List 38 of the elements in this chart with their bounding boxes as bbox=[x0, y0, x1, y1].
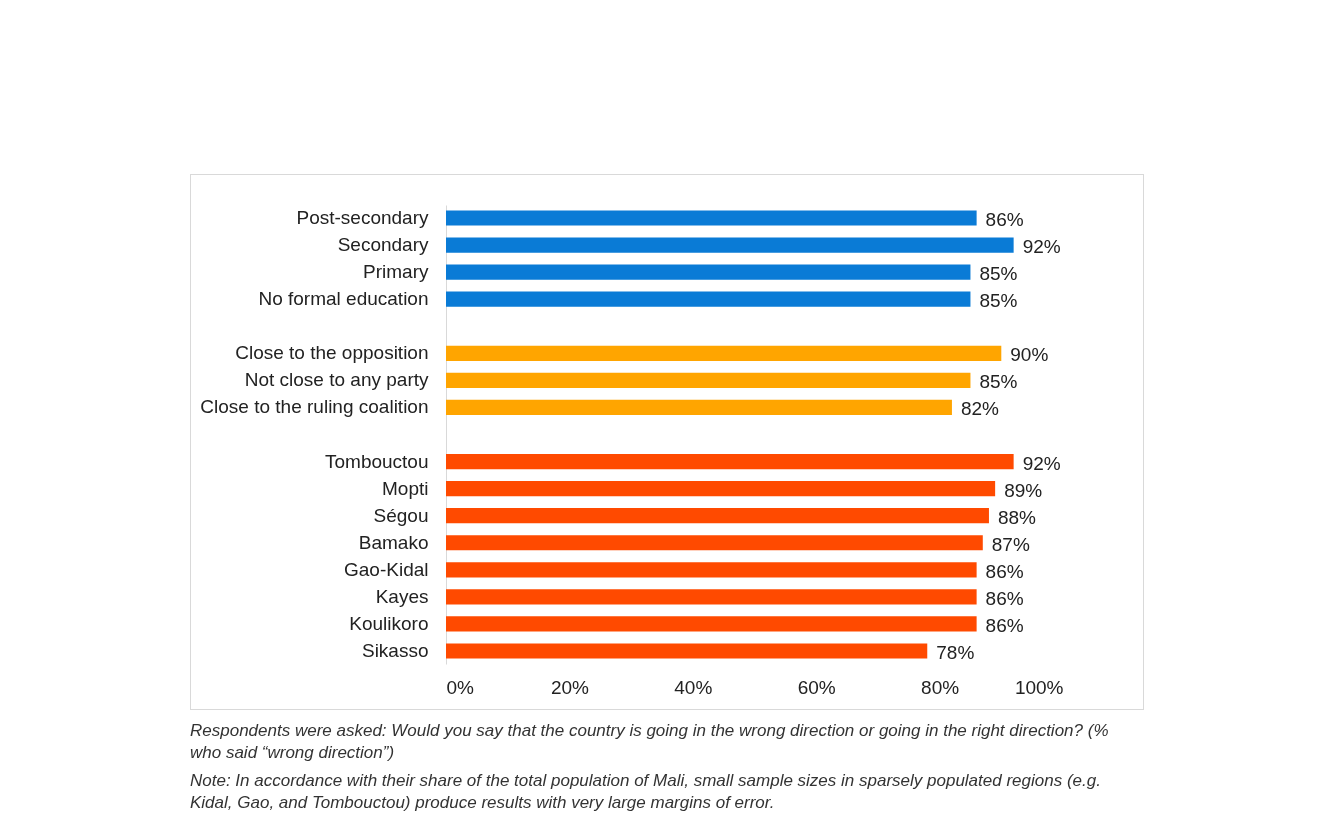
x-tick-label: 100% bbox=[1014, 676, 1064, 698]
data-label: 85% bbox=[979, 290, 1018, 312]
y-tick-label: No formal education bbox=[258, 288, 429, 310]
x-tick-label: 0% bbox=[446, 676, 475, 698]
y-tick-label: Not close to any party bbox=[244, 369, 429, 391]
y-tick-label: Tombouctou bbox=[324, 450, 429, 472]
y-tick-label: Sikasso bbox=[361, 640, 429, 662]
data-label: 82% bbox=[960, 398, 1000, 420]
x-tick-label: 80% bbox=[921, 676, 960, 698]
y-tick-label: Primary bbox=[363, 261, 429, 283]
y-tick-label: Ségou bbox=[373, 504, 429, 526]
y-tick-label: Secondary bbox=[337, 234, 429, 256]
x-tick-label: 20% bbox=[550, 676, 590, 698]
x-tick-label: 60% bbox=[797, 676, 836, 698]
data-label: 86% bbox=[985, 560, 1024, 582]
data-label: 92% bbox=[1022, 452, 1061, 474]
text: Note: In accordance with their share of the total population of Mali, small sample sizes in sparsely populated regions (e.g. Kidal, Gao, and Tombouctou) produce results with very large margins of error. bbox=[190, 770, 1102, 814]
data-label: 78% bbox=[936, 642, 975, 664]
y-tick-label: Close to the ruling coalition bbox=[200, 396, 429, 418]
data-label: 89% bbox=[1004, 479, 1043, 501]
data-label: 86% bbox=[985, 587, 1024, 609]
data-label: 86% bbox=[985, 614, 1024, 636]
data-label: 92% bbox=[1022, 236, 1061, 258]
data-label: 87% bbox=[991, 533, 1030, 555]
data-label: 90% bbox=[1010, 344, 1049, 366]
y-tick-label: Kayes bbox=[375, 585, 429, 607]
data-label: 88% bbox=[997, 506, 1037, 528]
y-tick-label: Mopti bbox=[382, 477, 429, 499]
y-tick-label: Post-secondary bbox=[296, 206, 429, 228]
y-tick-label: Bamako bbox=[358, 531, 429, 553]
data-label: 85% bbox=[979, 263, 1018, 285]
x-tick-label: 40% bbox=[674, 676, 713, 698]
y-tick-label: Koulikoro bbox=[349, 612, 429, 634]
y-tick-label: Gao-Kidal bbox=[344, 558, 429, 580]
y-tick-label: Close to the opposition bbox=[235, 342, 429, 364]
data-label: 86% bbox=[985, 208, 1024, 230]
text: Respondents were asked: Would you say that the country is going in the wrong direction or going in the right direction? (% who said “wrong direction”) bbox=[190, 720, 1110, 764]
data-label: 85% bbox=[979, 371, 1018, 393]
